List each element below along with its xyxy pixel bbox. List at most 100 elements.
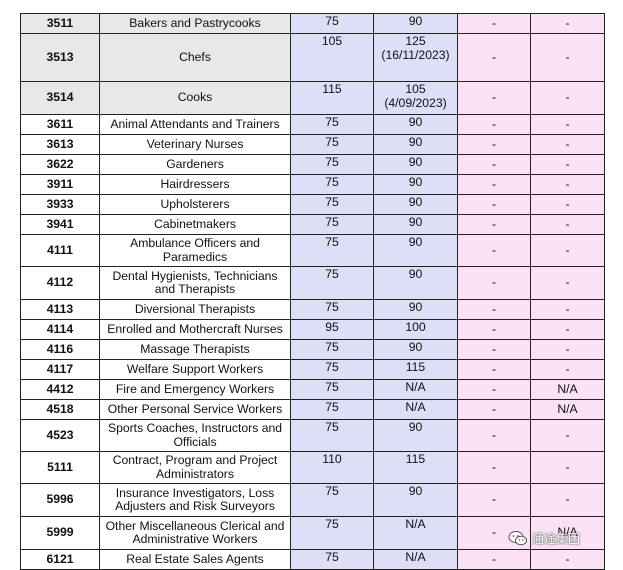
table-row: 4412 Fire and Emergency Workers 75 N/A - N/A [20,379,605,400]
cell-occupation: Other Miscellaneous Clerical and Adminis… [99,516,291,550]
cell-v3: - [457,33,531,82]
table-row: 3611 Animal Attendants and Trainers 75 90- - [20,114,605,135]
table-row: 3911 Hairdressers 75 90- - [20,174,605,195]
cell-code: 3611 [20,114,100,135]
cell-v2: 90 [373,13,458,34]
cell-v2: 105 (4/09/2023) [373,81,458,115]
cell-v4: - [530,81,605,115]
cell-v2: 115 [373,359,458,380]
cell-v2: N/A [373,399,458,420]
cell-v4: - [530,154,605,175]
cell-occupation: Dental Hygienists, Technicians and Thera… [99,266,291,300]
cell-v1: 75 [290,134,374,155]
cell-v4: - [530,114,605,135]
cell-code: 4523 [20,419,100,452]
cell-v4: - [530,483,605,517]
cell-code: 5999 [20,516,100,550]
table-row: 5111 Contract, Program and Project Admini… [20,451,605,484]
cell-v3: - [457,399,531,420]
cell-v4: - [530,33,605,82]
cell-v4: - [530,134,605,155]
wechat-icon [508,531,527,546]
cell-code: 3941 [20,214,100,235]
cell-code: 4113 [20,299,100,320]
cell-occupation: Welfare Support Workers [99,359,291,380]
cell-occupation: Gardeners [99,154,291,175]
cell-v2: 90 [373,266,458,300]
cell-v1: 95 [290,319,374,340]
cell-v1: 75 [290,299,374,320]
cell-v3: - [457,319,531,340]
cell-code: 4111 [20,234,100,267]
cell-code: 3911 [20,174,100,195]
cell-v2: N/A [373,379,458,400]
cell-code: 4518 [20,399,100,420]
table-row: 4117 Welfare Support Workers 75 115- - [20,359,605,380]
cell-code: 4114 [20,319,100,340]
cell-v4: - [530,299,605,320]
cell-v1: 105 [290,33,374,82]
occupation-points-table: 3511 Bakers and Pastrycooks 75 90- -3513 Chef… [20,13,605,570]
cell-code: 4112 [20,266,100,300]
cell-v3: - [457,114,531,135]
cell-occupation: Real Estate Sales Agents [99,549,291,570]
cell-v1: 75 [290,516,374,550]
cell-v1: 75 [290,13,374,34]
cell-v4: N/A [530,379,605,400]
cell-occupation: Massage Therapists [99,339,291,360]
cell-v3: - [457,549,531,570]
cell-code: 4116 [20,339,100,360]
cell-v1: 75 [290,234,374,267]
table-row: 5996 Insurance Investigators, Loss Adjust… [20,483,605,517]
cell-occupation: Animal Attendants and Trainers [99,114,291,135]
cell-v2: 90 [373,154,458,175]
cell-v1: 75 [290,266,374,300]
cell-v3: - [457,451,531,484]
cell-occupation: Chefs [99,33,291,82]
cell-v1: 115 [290,81,374,115]
cell-v2: 90 [373,234,458,267]
cell-v2: 90 [373,339,458,360]
cell-occupation: Diversional Therapists [99,299,291,320]
cell-v2: 90 [373,174,458,195]
cell-v1: 75 [290,419,374,452]
cell-v1: 75 [290,359,374,380]
table-body: 3511 Bakers and Pastrycooks 75 90- -3513 Chef… [20,13,605,570]
cell-v3: - [457,134,531,155]
cell-code: 3613 [20,134,100,155]
cell-v4: - [530,266,605,300]
cell-v2: 90 [373,214,458,235]
cell-v4: - [530,339,605,360]
table-row: 4113 Diversional Therapists 75 90- - [20,299,605,320]
cell-occupation: Upholsterers [99,194,291,215]
cell-occupation: Cabinetmakers [99,214,291,235]
cell-v3: - [457,359,531,380]
table-row: 4518 Other Personal Service Workers 75 N/A -… [20,399,605,420]
cell-occupation: Contract, Program and Project Administra… [99,451,291,484]
cell-v1: 75 [290,174,374,195]
table-row: 4112 Dental Hygienists, Technicians and T… [20,266,605,300]
cell-v4: N/A [530,516,605,550]
cell-v2: 115 [373,451,458,484]
cell-v3: - [457,339,531,360]
cell-code: 5996 [20,483,100,517]
cell-v1: 75 [290,549,374,570]
cell-v2: 90 [373,483,458,517]
cell-code: 4412 [20,379,100,400]
cell-code: 3933 [20,194,100,215]
cell-v3: - [457,194,531,215]
table-row: 3941 Cabinetmakers 75 90- - [20,214,605,235]
table-row: 3622 Gardeners 75 90- - [20,154,605,175]
watermark: 通途集团 [508,530,580,547]
cell-v1: 75 [290,399,374,420]
cell-v2: 90 [373,419,458,452]
cell-code: 3514 [20,81,100,115]
cell-v1: 75 [290,339,374,360]
cell-v2: 90 [373,114,458,135]
table-row: 3613 Veterinary Nurses 75 90- - [20,134,605,155]
cell-v4: - [530,174,605,195]
cell-v2: 125 (16/11/2023) [373,33,458,82]
cell-occupation: Ambulance Officers and Paramedics [99,234,291,267]
cell-v1: 75 [290,379,374,400]
cell-v4: - [530,319,605,340]
